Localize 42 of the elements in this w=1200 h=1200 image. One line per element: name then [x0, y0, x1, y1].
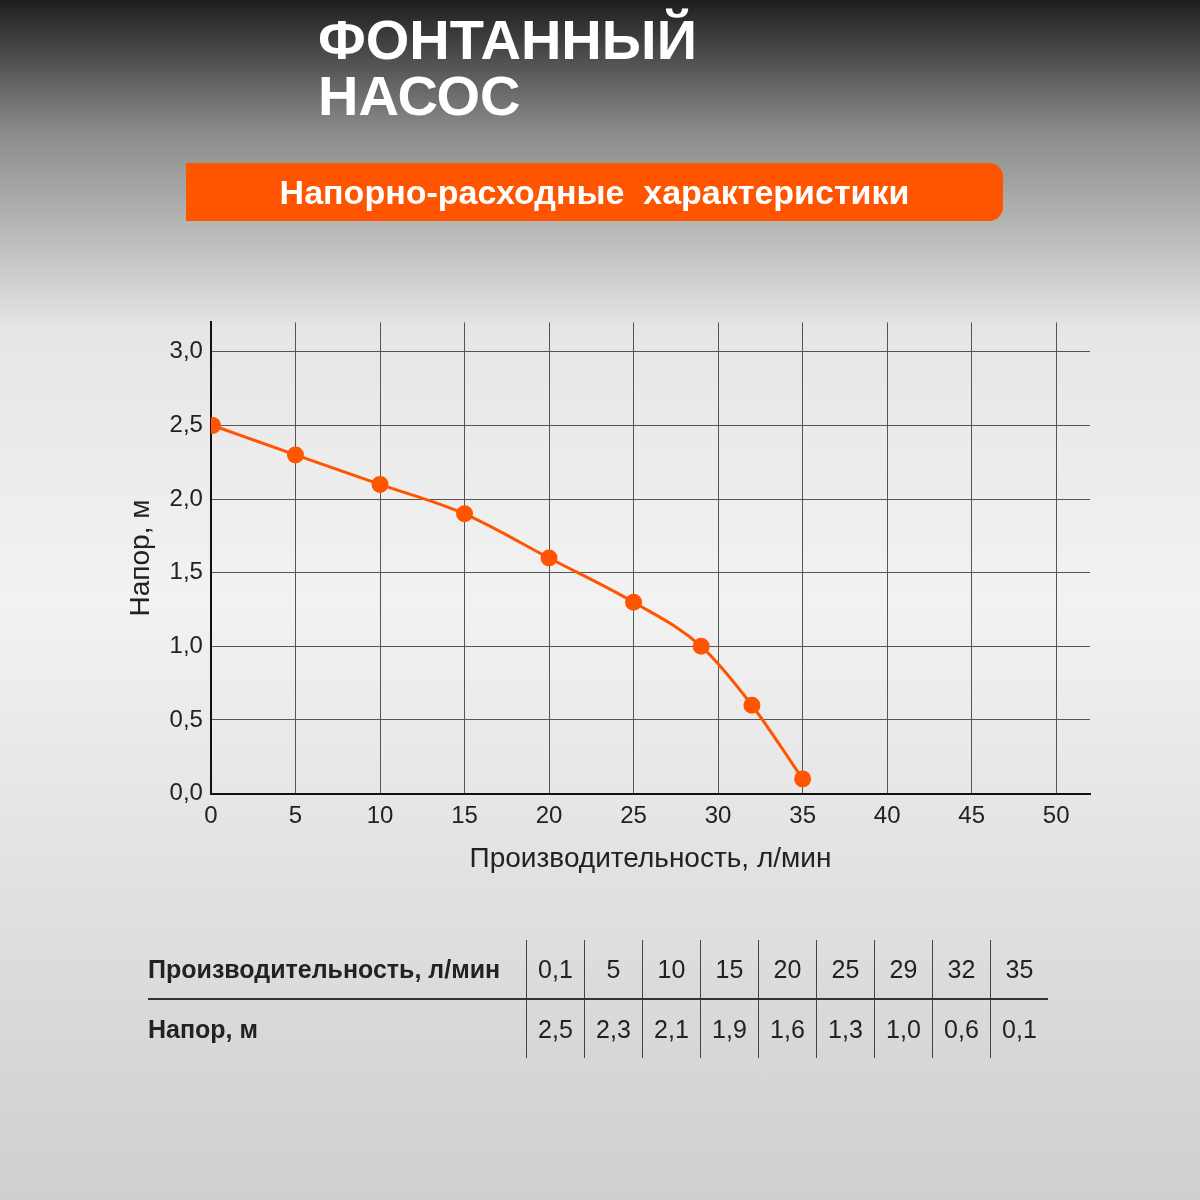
- text: 20: [758, 940, 817, 999]
- x-tick-label: 15: [451, 800, 478, 828]
- text: Производительность, л/мин: [148, 954, 501, 983]
- x-tick-label: 50: [1042, 800, 1070, 828]
- y-tick-label: 1,5: [169, 557, 203, 585]
- x-tick-label: 10: [366, 800, 394, 828]
- y-tick-label: 1,0: [169, 630, 203, 658]
- text: 0,6: [932, 999, 991, 1058]
- text: 25: [816, 940, 875, 999]
- text: 1,9: [700, 999, 759, 1058]
- y-tick-label: 2,5: [169, 410, 203, 438]
- x-tick-label: 0: [204, 800, 218, 828]
- text: 2,1: [642, 999, 701, 1058]
- x-tick-label: 45: [958, 800, 986, 828]
- x-axis-title: Производительность, л/мин: [469, 841, 832, 873]
- chart-subtitle: Напорно-расходные характеристики: [186, 163, 1003, 221]
- text: 10: [642, 940, 701, 999]
- x-tick-label: 30: [704, 800, 732, 828]
- text: 15: [700, 940, 759, 999]
- text: 1,0: [874, 999, 933, 1058]
- chart-title: ФОНТАННЫЙ НАСОС: [318, 8, 698, 127]
- text: Напор, м: [148, 1014, 258, 1043]
- y-tick-label: 0,5: [169, 704, 203, 732]
- y-tick-label: 0,0: [169, 778, 203, 806]
- text: 2,3: [584, 999, 643, 1058]
- text: 0,1: [990, 999, 1048, 1058]
- x-tick-label: 25: [620, 800, 647, 828]
- text: 2,5: [526, 999, 585, 1058]
- text: 0,1: [526, 940, 585, 999]
- text: 29: [874, 940, 933, 999]
- text: 32: [932, 940, 991, 999]
- x-tick-label: 35: [789, 800, 816, 828]
- x-tick-label: 5: [288, 800, 303, 828]
- x-tick-label: 20: [535, 800, 563, 828]
- text: 5: [584, 940, 643, 999]
- text: 1,6: [758, 999, 817, 1058]
- text: 35: [990, 940, 1048, 999]
- x-tick-label: 40: [873, 800, 901, 828]
- y-axis-title: Напор, м: [123, 499, 155, 617]
- y-tick-label: 2,0: [169, 483, 203, 511]
- y-tick-label: 3,0: [169, 336, 203, 364]
- text: 1,3: [816, 999, 875, 1058]
